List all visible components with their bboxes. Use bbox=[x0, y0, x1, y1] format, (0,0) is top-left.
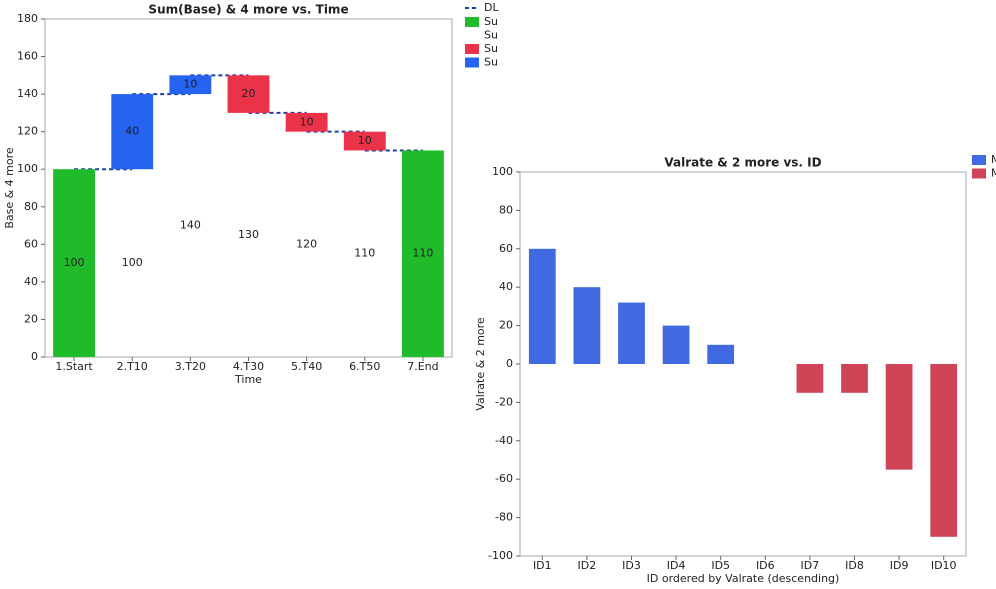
x-tick-label: ID7 bbox=[801, 559, 820, 572]
data-label: 130 bbox=[238, 228, 259, 241]
y-tick-label: -40 bbox=[495, 434, 513, 447]
y-tick-label: -60 bbox=[495, 472, 513, 485]
legend-swatch bbox=[465, 44, 479, 54]
data-label: 20 bbox=[242, 87, 256, 100]
x-tick-label: ID8 bbox=[845, 559, 864, 572]
x-tick-label: ID10 bbox=[931, 559, 957, 572]
data-label: 10 bbox=[358, 134, 372, 147]
y-tick-label: 140 bbox=[17, 87, 38, 100]
x-tick-label: ID1 bbox=[533, 559, 552, 572]
y-tick-label: -100 bbox=[488, 549, 513, 562]
bar bbox=[53, 169, 96, 357]
legend-swatch bbox=[972, 155, 986, 165]
bar bbox=[573, 287, 601, 364]
x-tick-label: 1.Start bbox=[55, 360, 93, 373]
y-tick-label: 100 bbox=[492, 165, 513, 178]
x-tick-label: 2.T10 bbox=[117, 360, 148, 373]
bar bbox=[528, 248, 556, 364]
bar bbox=[227, 75, 270, 113]
legend-label: M bbox=[991, 153, 996, 166]
data-label: 110 bbox=[354, 247, 375, 260]
y-tick-label: 60 bbox=[499, 242, 513, 255]
legend-swatch bbox=[972, 168, 986, 179]
bar bbox=[662, 325, 690, 364]
bar bbox=[885, 364, 913, 470]
y-tick-label: 160 bbox=[17, 50, 38, 63]
chart-title: Valrate & 2 more vs. ID bbox=[664, 156, 821, 170]
data-label: 40 bbox=[125, 125, 139, 138]
y-tick-label: -80 bbox=[495, 511, 513, 524]
bar bbox=[841, 364, 868, 393]
x-tick-label: ID3 bbox=[622, 559, 641, 572]
x-tick-label: ID4 bbox=[667, 559, 686, 572]
y-tick-label: 100 bbox=[17, 162, 38, 175]
y-tick-label: 0 bbox=[506, 357, 513, 370]
y-tick-label: 20 bbox=[24, 312, 38, 325]
data-label: 10 bbox=[183, 78, 197, 91]
y-tick-label: 120 bbox=[17, 125, 38, 138]
y-tick-label: 40 bbox=[24, 275, 38, 288]
bar bbox=[930, 364, 958, 537]
x-axis-title: Time bbox=[234, 373, 262, 386]
x-axis-title: ID ordered by Valrate (descending) bbox=[647, 572, 840, 585]
data-label: 110 bbox=[412, 247, 433, 260]
x-tick-label: 7.End bbox=[407, 360, 438, 373]
y-tick-label: 80 bbox=[499, 203, 513, 216]
legend-label: Su bbox=[484, 29, 498, 42]
legend-swatch bbox=[465, 57, 479, 68]
data-label: 100 bbox=[64, 256, 85, 269]
legend-label: M bbox=[991, 167, 996, 180]
legend-label: Su bbox=[484, 15, 498, 28]
bar bbox=[285, 112, 328, 132]
data-label: 140 bbox=[180, 219, 201, 232]
y-tick-label: 180 bbox=[17, 12, 38, 25]
bar bbox=[796, 364, 824, 393]
bar bbox=[618, 302, 645, 364]
x-tick-label: ID2 bbox=[578, 559, 597, 572]
bar bbox=[111, 94, 154, 170]
plot-frame bbox=[44, 18, 453, 358]
bar bbox=[707, 344, 735, 364]
data-label: 100 bbox=[122, 256, 143, 269]
x-tick-label: 5.T40 bbox=[291, 360, 322, 373]
legend-label: Su bbox=[484, 56, 498, 69]
chart-title: Sum(Base) & 4 more vs. Time bbox=[148, 3, 348, 17]
x-tick-label: 4.T30 bbox=[233, 360, 264, 373]
legend-swatch bbox=[465, 17, 479, 27]
x-tick-label: ID9 bbox=[890, 559, 909, 572]
y-tick-label: 0 bbox=[31, 350, 38, 363]
data-label: 120 bbox=[296, 237, 317, 250]
legend-label: DL bbox=[484, 1, 499, 14]
bar bbox=[401, 150, 444, 357]
y-axis-title: Base & 4 more bbox=[3, 147, 16, 229]
y-tick-label: 80 bbox=[24, 200, 38, 213]
y-tick-label: -20 bbox=[495, 395, 513, 408]
data-label: 10 bbox=[300, 115, 314, 128]
x-tick-label: ID5 bbox=[711, 559, 730, 572]
bar bbox=[343, 131, 386, 151]
x-tick-label: ID6 bbox=[756, 559, 775, 572]
x-tick-label: 6.T50 bbox=[349, 360, 380, 373]
y-tick-label: 40 bbox=[499, 280, 513, 293]
x-tick-label: 3.T20 bbox=[175, 360, 206, 373]
y-axis-title: Valrate & 2 more bbox=[474, 317, 487, 411]
y-tick-label: 60 bbox=[24, 237, 38, 250]
legend-swatch bbox=[465, 31, 479, 41]
bar bbox=[169, 75, 212, 95]
legend-label: Su bbox=[484, 42, 498, 55]
y-tick-label: 20 bbox=[499, 319, 513, 332]
